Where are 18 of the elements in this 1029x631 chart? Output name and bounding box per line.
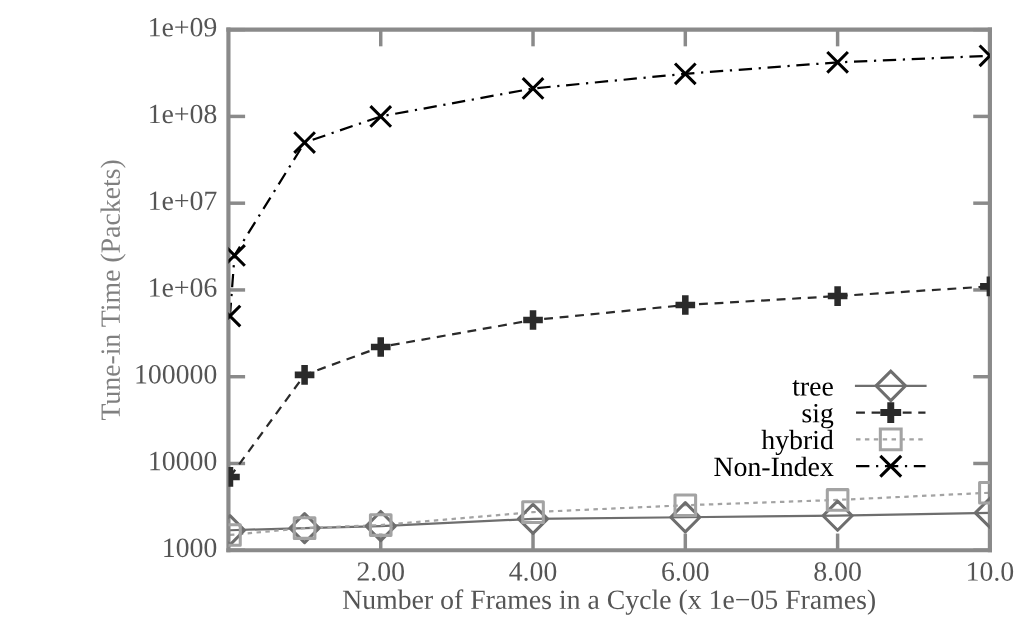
- x-axis-title: Number of Frames in a Cycle (x 1e−05 Frames): [342, 589, 875, 615]
- y-tick-label: 10000: [150, 451, 217, 471]
- y-tick-label: 1e+07: [150, 191, 217, 211]
- y-tick-label: 1e+06: [150, 278, 217, 297]
- x-tick-label: 4.00: [509, 562, 557, 582]
- y-tick-label: 1e+08: [150, 104, 217, 124]
- x-tick-label: 8.00: [814, 562, 861, 582]
- legend-label: tree: [792, 379, 833, 396]
- y-axis-title: Tune-in Time (Packets): [100, 160, 126, 421]
- y-tick-label: 1000: [164, 538, 217, 558]
- x-tick-label: 10.0: [968, 562, 1014, 582]
- legend-label: hybrid: [761, 429, 834, 456]
- legend-label: Non-Index: [714, 456, 834, 477]
- x-tick-label: 2.00: [357, 562, 404, 582]
- y-tick-label: 1e+09: [150, 17, 217, 37]
- x-tick-label: 6.00: [662, 562, 709, 582]
- y-tick-label: 100000: [136, 364, 217, 384]
- legend-label: sig: [802, 403, 834, 429]
